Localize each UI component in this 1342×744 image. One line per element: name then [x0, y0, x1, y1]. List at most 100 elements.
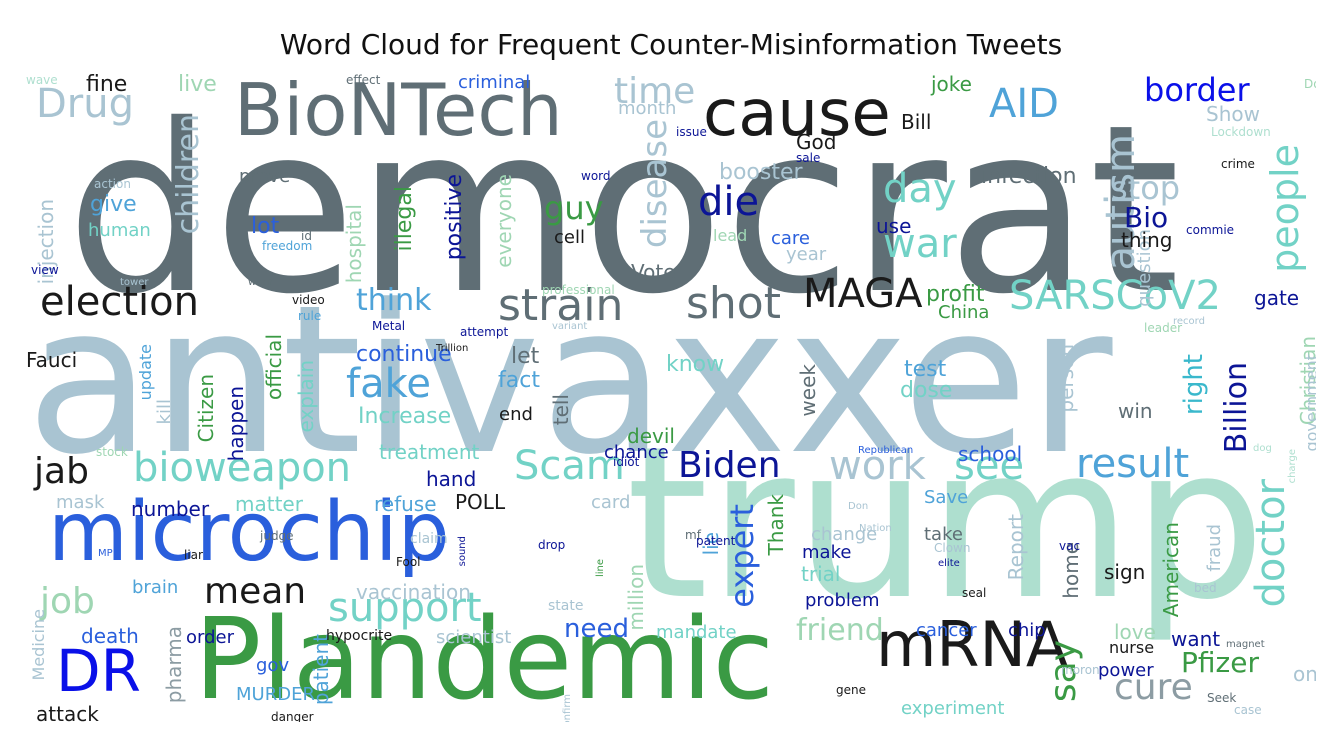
word-action: action	[94, 177, 131, 191]
word-professional: professional	[542, 283, 615, 297]
word-die: die	[698, 179, 760, 225]
word-biontech: BioNTech	[234, 74, 563, 152]
word-bioweapon: bioweapon	[133, 445, 352, 491]
word-day: day	[883, 166, 957, 212]
word-gate: gate	[1254, 286, 1300, 310]
word-take: take	[924, 524, 963, 545]
word-end: end	[499, 404, 533, 425]
word-change: change	[811, 524, 878, 545]
word-human: human	[88, 220, 151, 241]
word-make: make	[802, 542, 852, 563]
word-dose: dose	[900, 378, 953, 403]
word-support: support	[328, 585, 482, 631]
word-love: love	[1114, 620, 1156, 644]
word-card: card	[591, 492, 631, 513]
word-report: Report	[1004, 514, 1028, 581]
word-sarscov2: SARSCoV2	[1009, 273, 1221, 319]
word-tell: tell	[549, 394, 573, 426]
word-thank: Thank	[764, 494, 788, 556]
word-rule: rule	[298, 309, 322, 323]
word-warn: warn	[248, 277, 273, 288]
word-vaccination: vaccination	[356, 580, 471, 604]
word-treatment: treatment	[379, 440, 480, 464]
word-leader: leader	[1144, 321, 1183, 335]
word-hypocrite: hypocrite	[326, 628, 393, 644]
word-crime: crime	[1221, 157, 1255, 171]
word-lot: lot	[251, 214, 280, 239]
word-kill: kill	[154, 399, 175, 425]
word-war: war	[883, 221, 957, 267]
word-brain: brain	[132, 577, 179, 598]
word-billion: Billion	[1219, 362, 1254, 454]
word-republican: Republican	[858, 445, 914, 456]
word-chip: chip	[1008, 620, 1046, 641]
word-antivaxxer: antivaxxer	[26, 262, 1113, 500]
word-refuse: refuse	[374, 492, 437, 516]
word-border: border	[1144, 74, 1250, 109]
word-chance: chance	[604, 442, 669, 463]
word-everyone: everyone	[492, 174, 516, 268]
word-fine: fine	[86, 74, 128, 97]
word-gene: gene	[836, 683, 866, 697]
word-seal: seal	[962, 586, 987, 600]
word-medicine: Medicine	[29, 609, 48, 681]
word-live: live	[178, 74, 217, 97]
word-clown: Clown	[934, 541, 971, 555]
word-positive: positive	[442, 174, 467, 261]
word-cause: cause	[703, 77, 891, 151]
word-line: line	[595, 559, 606, 578]
word-seek: Seek	[1207, 691, 1237, 705]
word-video: video	[292, 293, 325, 307]
word-patient: patient	[309, 634, 333, 706]
word-trial: trial	[801, 562, 841, 586]
word-american: American	[1159, 522, 1183, 618]
word-children: children	[171, 114, 206, 235]
word-stop: stop	[1111, 169, 1181, 207]
word-think: think	[356, 283, 432, 318]
word-mf: mf	[685, 528, 701, 542]
word-trillion: Trillion	[436, 343, 469, 354]
word-prove: prove	[239, 166, 291, 187]
word-poll: POLL	[455, 490, 506, 514]
word-record: record	[1173, 316, 1205, 327]
word-thing: thing	[1121, 228, 1173, 252]
word-test: test	[904, 357, 947, 382]
word-joke: joke	[931, 74, 972, 96]
word-people: people	[1263, 144, 1307, 273]
word-shot: shot	[686, 278, 781, 329]
word-pfizer: Pfizer	[1181, 646, 1259, 679]
word-danger: danger	[271, 710, 314, 722]
word-sale: sale	[796, 151, 821, 165]
word-confirm: confirm	[562, 694, 573, 722]
word-number: number	[131, 497, 210, 521]
word-magnet: magnet	[1226, 639, 1265, 650]
word-idiot: idiot	[613, 455, 640, 469]
word-fact: fact	[498, 368, 540, 393]
word-case: case	[1234, 703, 1262, 717]
word-problem: problem	[805, 590, 880, 611]
word-mandate: mandate	[656, 622, 737, 643]
word-illegal: illegal	[392, 186, 417, 252]
word-sound: sound	[457, 536, 468, 567]
word-id: id	[301, 229, 312, 243]
word-china: China	[938, 302, 990, 323]
word-right: right	[1179, 354, 1209, 416]
word-matter: matter	[235, 492, 303, 516]
word-work: work	[829, 443, 926, 489]
word-month: month	[618, 98, 677, 119]
word-drop: drop	[538, 538, 566, 552]
word-dr: DR	[56, 637, 141, 705]
word-lead: lead	[713, 226, 748, 245]
word-elite: elite	[938, 558, 960, 569]
word-freedom: freedom	[262, 239, 313, 253]
word-claim: claim	[410, 531, 448, 547]
word-explain: explain	[294, 360, 318, 433]
word-know: know	[666, 352, 725, 377]
word-infection: infection	[981, 164, 1077, 189]
word-one: one	[1293, 662, 1316, 686]
word-mrna: mRNA	[876, 608, 1069, 681]
word-variant: variant	[552, 321, 588, 332]
word-scam: Scam	[514, 443, 625, 489]
word-order: order	[186, 627, 234, 648]
word-dog: dog	[1253, 443, 1272, 454]
